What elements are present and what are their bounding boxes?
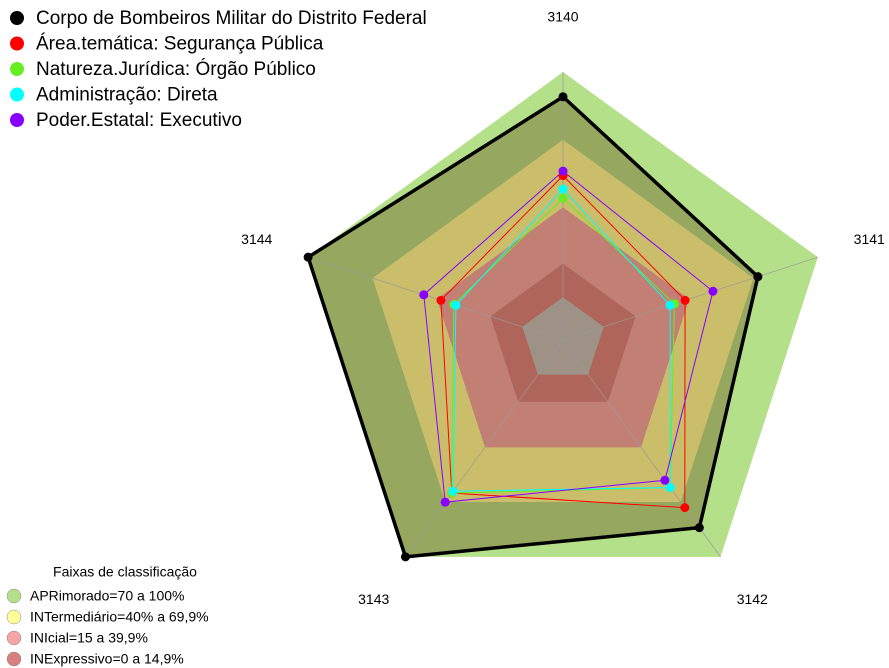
band-label: INIcial=15 a 39,9%	[30, 630, 148, 646]
point	[440, 497, 450, 507]
point	[558, 184, 568, 194]
legend-marker	[10, 87, 24, 102]
point	[558, 92, 568, 102]
series-line	[452, 188, 671, 492]
point	[400, 552, 410, 562]
point	[753, 272, 763, 282]
point	[303, 252, 313, 262]
legend-label: Área.temática: Segurança Pública	[36, 34, 324, 55]
series	[303, 92, 763, 562]
category-label: 3141	[854, 231, 885, 247]
spoke	[307, 256, 564, 341]
point	[665, 300, 675, 310]
category-label: 3142	[737, 591, 768, 607]
band-marker	[6, 609, 22, 625]
legend-label: Administração: Direta	[36, 85, 218, 106]
legend-label: Poder.Estatal: Executivo	[36, 110, 242, 131]
point	[448, 486, 458, 496]
legend-marker	[10, 36, 24, 51]
legend-marker	[10, 62, 24, 76]
point	[558, 166, 568, 176]
band-label: INExpressivo=0 a 14,9%	[30, 651, 184, 667]
legend-marker	[10, 11, 24, 25]
bands-title: Faixas de classificação	[53, 564, 197, 580]
band-label: INTermediário=40% a 69,9%	[30, 609, 209, 625]
series-line	[423, 170, 714, 503]
spoke	[405, 339, 564, 558]
series-line	[440, 174, 686, 509]
point	[436, 295, 446, 305]
band-marker	[6, 651, 22, 667]
point	[680, 295, 690, 305]
spokes	[307, 72, 819, 558]
spoke	[562, 256, 819, 341]
band-label: APRimorado=70 a 100%	[30, 588, 185, 604]
point	[694, 523, 704, 533]
point	[419, 290, 429, 300]
point	[660, 475, 670, 485]
point	[558, 193, 568, 203]
point	[680, 503, 690, 513]
category-label: 3144	[241, 231, 272, 247]
category-label: 3143	[358, 591, 389, 607]
band-marker	[6, 588, 22, 604]
category-label: 3140	[547, 9, 578, 25]
band-marker	[6, 630, 22, 646]
legend-label: Natureza.Jurídica: Órgão Público	[36, 58, 316, 80]
legend: Corpo de Bombeiros Militar do Distrito F…	[6, 8, 427, 667]
point	[665, 483, 675, 493]
point	[708, 286, 718, 296]
series-line	[306, 94, 760, 559]
point	[451, 300, 461, 310]
spoke	[562, 339, 721, 558]
legend-label: Corpo de Bombeiros Militar do Distrito F…	[36, 8, 427, 29]
legend-marker	[10, 113, 24, 127]
